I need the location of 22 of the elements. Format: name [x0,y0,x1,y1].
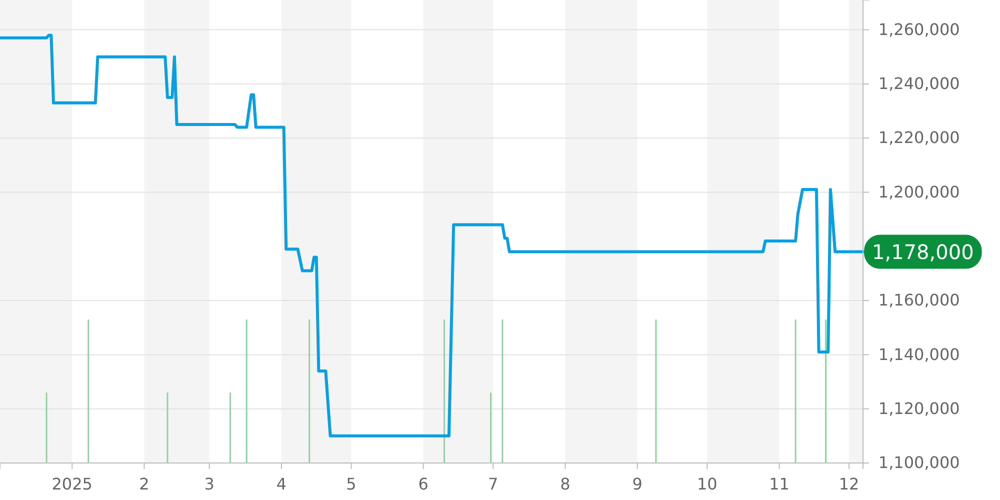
x-tick-label: 2025 [52,474,92,494]
x-tick-label: 10 [696,474,718,494]
x-tick-label: 12 [838,474,860,494]
y-tick-label: 1,140,000 [878,344,960,364]
y-tick-label: 1,120,000 [878,398,960,418]
y-tick-label: 1,220,000 [878,128,960,148]
x-tick-label: 8 [560,474,570,494]
y-tick-label: 1,160,000 [878,290,960,310]
x-tick-label: 4 [276,474,287,494]
x-tick-label: 9 [632,474,642,494]
x-tick-label: 11 [769,474,790,494]
y-tick-label: 1,240,000 [878,74,960,94]
annotation: 1,178,000 [872,240,974,264]
y-tick-label: 1,100,000 [878,453,960,472]
y-tick-label: 1,260,000 [878,20,960,39]
x-tick-label: 7 [488,474,498,494]
x-tick-label: 6 [418,474,428,494]
y-tick-label: 1,200,000 [878,182,960,202]
x-tick-label: 5 [346,474,356,494]
x-tick-label: 2 [139,474,150,494]
x-tick-label: 3 [204,474,214,494]
line-series [0,34,864,438]
